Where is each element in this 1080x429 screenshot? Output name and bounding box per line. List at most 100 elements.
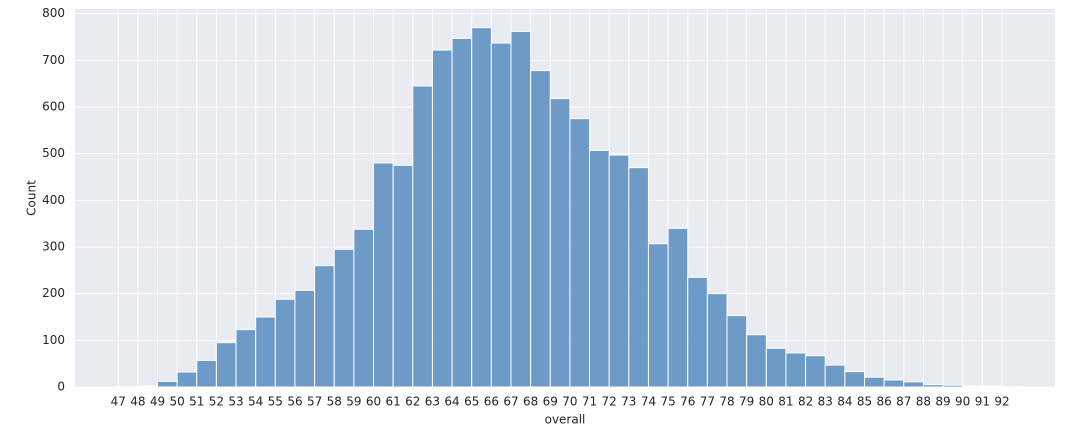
x-tick-label: 68 — [523, 395, 538, 409]
x-tick-label: 60 — [366, 395, 381, 409]
y-tick-label: 0 — [57, 380, 65, 394]
bar — [353, 228, 375, 388]
x-tick-label: 78 — [719, 395, 734, 409]
x-tick-label: 61 — [386, 395, 401, 409]
bar — [510, 30, 532, 388]
x-axis-label: overall — [545, 413, 586, 427]
bar — [255, 316, 276, 388]
bar — [981, 385, 1003, 388]
x-tick-label: 81 — [778, 395, 793, 409]
bar — [490, 42, 512, 388]
x-tick-label: 76 — [680, 395, 695, 409]
y-tick-label: 800 — [42, 6, 65, 20]
x-tick-label: 56 — [287, 395, 302, 409]
x-tick-label: 65 — [464, 395, 479, 409]
x-tick-label: 57 — [307, 395, 322, 409]
x-tick-label: 64 — [444, 395, 459, 409]
y-tick-label: 100 — [42, 333, 65, 347]
x-tick-label: 66 — [484, 395, 499, 409]
bar — [922, 384, 944, 388]
x-tick-label: 48 — [130, 395, 145, 409]
x-tick-label: 49 — [150, 395, 165, 409]
bar — [687, 276, 708, 388]
bar — [431, 49, 453, 388]
x-tick-label: 54 — [248, 395, 263, 409]
bar — [628, 167, 649, 388]
bar — [805, 355, 826, 388]
x-tick-label: 70 — [562, 395, 577, 409]
bar — [785, 352, 807, 388]
bar — [549, 98, 571, 388]
bar — [392, 164, 414, 388]
x-tick-label: 47 — [111, 395, 126, 409]
bar — [412, 85, 433, 388]
x-tick-label: 75 — [660, 395, 675, 409]
bar — [942, 384, 964, 388]
x-tick-label: 77 — [700, 395, 715, 409]
x-tick-label: 90 — [955, 395, 970, 409]
y-tick-label: 300 — [42, 240, 65, 254]
bar — [706, 293, 728, 388]
x-tick-label: 50 — [169, 395, 184, 409]
bar — [451, 37, 473, 388]
bars — [117, 27, 1023, 388]
bar — [589, 149, 610, 388]
x-tick-label: 69 — [543, 395, 558, 409]
y-tick-label: 700 — [42, 53, 65, 67]
tick-labels: 0 100 200 300 400 500 600 700 800 47 48 49 50 51 52 53 5… — [42, 6, 1010, 408]
x-tick-label: 86 — [876, 395, 891, 409]
x-tick-label: 79 — [739, 395, 754, 409]
x-tick-label: 58 — [327, 395, 342, 409]
bar — [765, 347, 787, 388]
x-tick-label: 89 — [935, 395, 950, 409]
x-tick-label: 72 — [602, 395, 617, 409]
x-tick-label: 55 — [268, 395, 283, 409]
bar — [647, 243, 669, 388]
x-tick-label: 80 — [759, 395, 774, 409]
x-tick-label: 87 — [896, 395, 911, 409]
bar — [196, 359, 217, 388]
x-tick-label: 51 — [189, 395, 204, 409]
x-tick-label: 83 — [818, 395, 833, 409]
bar — [235, 329, 257, 388]
x-tick-label: 85 — [857, 395, 872, 409]
x-tick-label: 53 — [228, 395, 243, 409]
x-tick-label: 63 — [425, 395, 440, 409]
bar — [274, 298, 296, 388]
bar — [373, 162, 394, 388]
bar — [176, 371, 198, 388]
bar — [215, 342, 237, 388]
x-tick-label: 59 — [346, 395, 361, 409]
bar — [726, 315, 748, 388]
bar — [294, 289, 316, 388]
x-tick-label: 84 — [837, 395, 852, 409]
bar — [314, 265, 335, 388]
x-tick-label: 71 — [582, 395, 597, 409]
x-tick-label: 74 — [641, 395, 656, 409]
y-tick-label: 500 — [42, 146, 65, 160]
x-tick-label: 82 — [798, 395, 813, 409]
x-tick-label: 62 — [405, 395, 420, 409]
bar — [530, 70, 551, 388]
y-tick-label: 600 — [42, 100, 65, 114]
bar — [824, 364, 846, 388]
bar — [156, 380, 178, 388]
y-tick-label: 400 — [42, 193, 65, 207]
bar — [608, 154, 630, 388]
y-axis-label: Count — [25, 180, 39, 216]
bar — [903, 381, 924, 388]
bar — [137, 385, 158, 388]
bar — [746, 334, 767, 388]
x-tick-label: 73 — [621, 395, 636, 409]
x-tick-label: 52 — [209, 395, 224, 409]
x-tick-label: 67 — [503, 395, 518, 409]
x-tick-label: 92 — [994, 395, 1009, 409]
bar — [333, 248, 355, 388]
bar — [844, 371, 865, 388]
x-tick-label: 91 — [975, 395, 990, 409]
bar — [962, 385, 983, 388]
bar — [471, 27, 492, 388]
bar — [569, 118, 591, 388]
x-tick-label: 88 — [916, 395, 931, 409]
